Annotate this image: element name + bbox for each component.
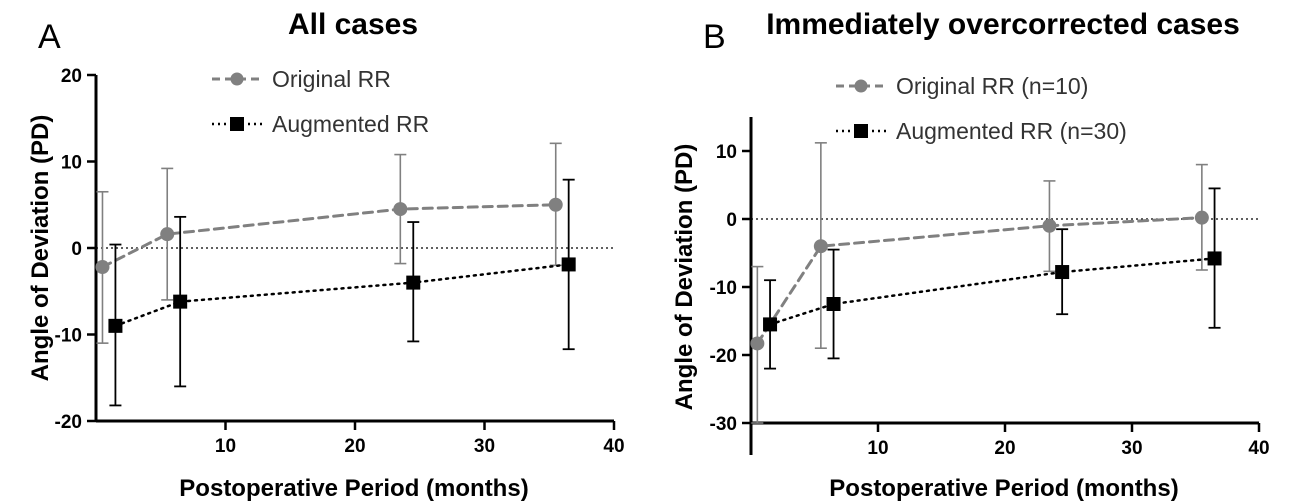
panel-b-y-tick-label: 10: [716, 142, 737, 163]
panel-a-series-line-augmented: [114, 263, 570, 328]
panel-a-data-point-original: [393, 202, 408, 217]
panel-a-x-tick-label: 10: [215, 436, 236, 457]
panel-b-legend-item-original: Original RR (n=10): [836, 73, 1088, 99]
panel-a-legend-item-original: Original RR: [212, 66, 391, 92]
panel-a-y-tick-label: 10: [61, 153, 82, 174]
panel-a-series-line-original: [100, 203, 558, 269]
panel-a-legend-label-original: Original RR: [272, 66, 391, 92]
panel-a: A All cases Angle of Deviation (PD) Post…: [27, 8, 625, 502]
panel-a-legend-marker-circle: [230, 72, 244, 86]
panel-b-legend-label-original: Original RR (n=10): [896, 73, 1088, 99]
panel-b-series-line-augmented: [768, 257, 1216, 326]
panel-a-data-point-original: [95, 260, 110, 275]
panel-a-legend-marker-square: [230, 117, 244, 131]
panel-a-legend: Original RR Augmented RR: [212, 66, 429, 137]
panel-b-legend: Original RR (n=10) Augmented RR (n=30): [836, 73, 1127, 144]
panel-a-data-point-augmented: [561, 257, 576, 272]
panel-b-data-point-original: [750, 336, 765, 351]
panel-b-y-tick-label: -30: [710, 414, 737, 435]
panel-a-y-tick-label: -10: [55, 326, 82, 347]
panel-a-data-point-augmented: [108, 318, 123, 333]
panel-b-data-point-augmented: [1055, 265, 1070, 280]
panel-a-data-point-original: [160, 227, 175, 242]
panel-a-x-axis-title: Postoperative Period (months): [179, 475, 528, 502]
panel-b-legend-label-augmented: Augmented RR (n=30): [896, 118, 1127, 144]
panel-b-y-tick-label: -10: [710, 278, 737, 299]
panel-b-x-tick-label: 30: [1121, 438, 1142, 459]
panel-b-series-line-original: [755, 216, 1204, 345]
panel-a-legend-label-augmented: Augmented RR: [272, 111, 429, 137]
panel-b-legend-item-augmented: Augmented RR (n=30): [836, 118, 1127, 144]
panel-a-data-point-augmented: [406, 275, 421, 290]
panel-a-letter: A: [38, 18, 61, 56]
panel-b-title: Immediately overcorrected cases: [766, 8, 1240, 41]
panel-b-x-tick-label: 20: [994, 438, 1015, 459]
panel-b-y-axis-title: Angle of Deviation (PD): [671, 144, 698, 411]
panel-a-data-point-original: [548, 197, 563, 212]
panel-b-data-point-original: [1042, 218, 1057, 233]
panel-a-title: All cases: [288, 8, 418, 41]
panel-b-x-tick-label: 10: [867, 438, 888, 459]
panel-a-data-point-augmented: [173, 294, 188, 309]
panel-a-plot-area: -20 -10 0 10 20 10 20 30 40: [55, 66, 625, 457]
panel-b-data-point-augmented: [1207, 251, 1222, 266]
panel-b-data-point-augmented: [763, 317, 778, 332]
panel-b-y-tick-label: 0: [726, 210, 737, 231]
panel-b-x-axis-title: Postoperative Period (months): [829, 475, 1178, 502]
panel-b-plot-area: -30 -20 -10 0 10 10 20 30 40: [710, 117, 1270, 459]
panel-b-letter: B: [703, 18, 726, 56]
panel-b-legend-marker-square: [854, 124, 868, 138]
panel-b-x-tick-label: 40: [1248, 438, 1269, 459]
panel-b-y-tick-label: -20: [710, 346, 737, 367]
panel-a-x-tick-label: 30: [474, 436, 495, 457]
panel-a-y-tick-label: 20: [61, 66, 82, 87]
panel-a-y-tick-label: -20: [55, 412, 82, 433]
panel-a-x-tick-label: 20: [344, 436, 365, 457]
panel-b-legend-marker-circle: [854, 79, 868, 93]
panel-a-x-tick-label: 40: [603, 436, 624, 457]
panel-a-y-tick-label: 0: [71, 239, 82, 260]
panel-b-data-point-original: [813, 239, 828, 254]
panel-a-y-axis-title: Angle of Deviation (PD): [27, 115, 54, 382]
panel-b-data-point-augmented: [826, 297, 841, 311]
panel-b-data-point-original: [1194, 210, 1209, 225]
panel-b: B Immediately overcorrected cases Angle …: [671, 8, 1270, 502]
panel-a-legend-item-augmented: Augmented RR: [212, 111, 429, 137]
